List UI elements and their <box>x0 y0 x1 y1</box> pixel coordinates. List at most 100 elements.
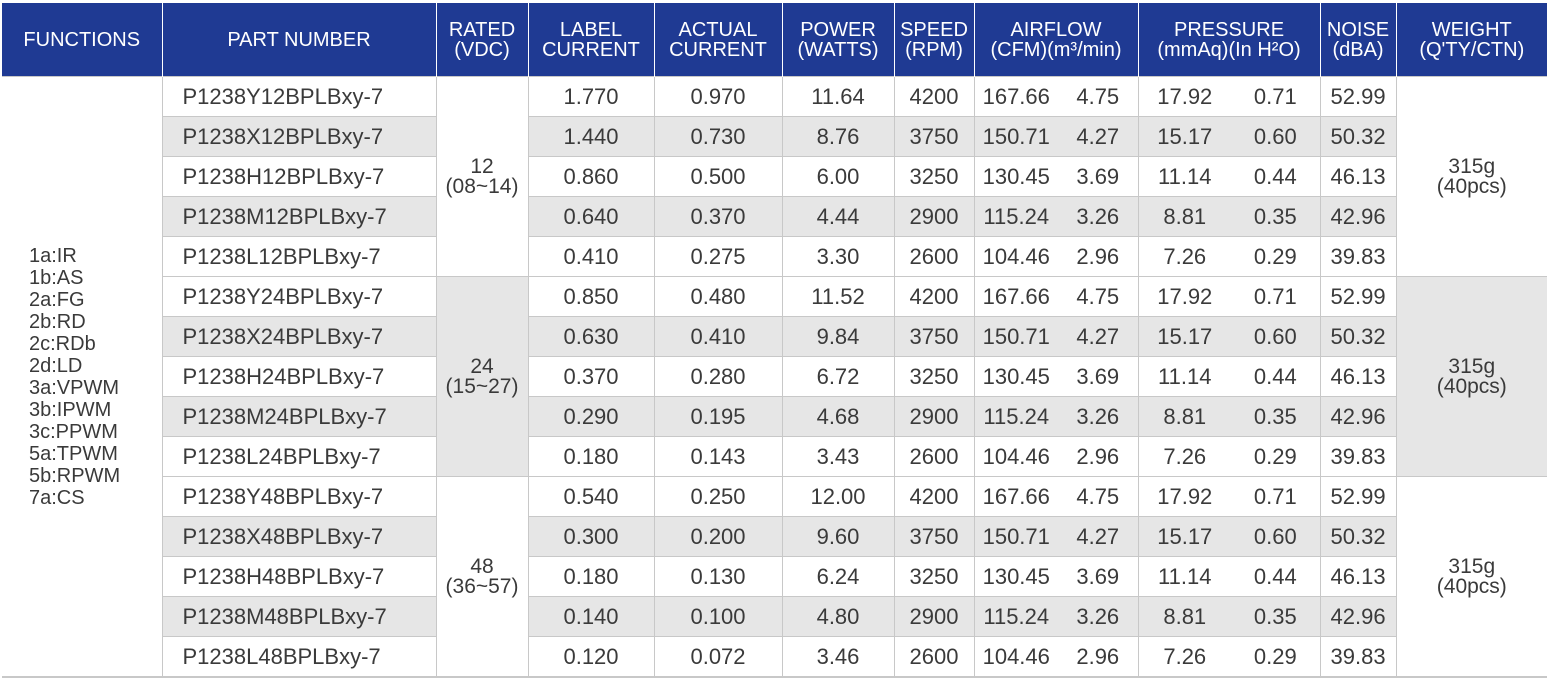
label-current-cell: 0.300 <box>527 516 654 557</box>
pressure-mmaq-cell: 11.14 <box>1137 556 1232 597</box>
speed-cell: 3750 <box>893 516 974 557</box>
power-cell: 8.76 <box>781 116 894 157</box>
pressure-mmaq-cell: 7.26 <box>1137 436 1232 477</box>
airflow-cfm-cell: 115.24 <box>973 596 1058 637</box>
table-row: P1238L12BPLBxy-7 0.410 0.275 3.30 2600 104.46… <box>2 236 1547 277</box>
airflow-cfm-cell: 115.24 <box>973 196 1058 237</box>
pressure-mmaq-cell: 17.92 <box>1137 76 1232 117</box>
part-number-cell: P1238L12BPLBxy-7 <box>161 236 436 277</box>
power-cell: 3.43 <box>781 436 894 477</box>
carton-quantity: (40pcs) <box>1436 174 1507 198</box>
label-current-cell: 0.850 <box>527 276 654 317</box>
power-cell: 4.68 <box>781 396 894 437</box>
pressure-inh2o-cell: 0.35 <box>1231 596 1321 637</box>
table-row: P1238M12BPLBxy-7 0.640 0.370 4.44 2900 115.24… <box>2 196 1547 237</box>
airflow-m3min-cell: 4.75 <box>1058 276 1139 317</box>
noise-cell: 52.99 <box>1319 76 1397 117</box>
actual-current-cell: 0.200 <box>653 516 782 557</box>
actual-current-cell: 0.370 <box>653 196 782 237</box>
actual-current-cell: 0.130 <box>653 556 782 597</box>
power-cell: 12.00 <box>781 476 894 517</box>
table-row: P1238X24BPLBxy-7 0.630 0.410 9.84 3750 150.71… <box>2 316 1547 357</box>
airflow-m3min-cell: 4.75 <box>1058 76 1139 117</box>
airflow-m3min-cell: 4.75 <box>1058 476 1139 517</box>
part-number-cell: P1238X48BPLBxy-7 <box>161 516 436 557</box>
rated-voltage-cell: 48 (36~57) <box>435 476 528 676</box>
speed-cell: 2600 <box>893 236 974 277</box>
label-current-cell: 0.180 <box>527 436 654 477</box>
speed-cell: 2600 <box>893 636 974 676</box>
table-row: P1238L24BPLBxy-7 0.180 0.143 3.43 2600 104.46… <box>2 436 1547 477</box>
pressure-inh2o-cell: 0.44 <box>1231 556 1321 597</box>
noise-cell: 52.99 <box>1319 476 1397 517</box>
header-part-number: PART NUMBER <box>161 3 436 77</box>
actual-current-cell: 0.250 <box>653 476 782 517</box>
rated-voltage-cell: 12 (08~14) <box>435 76 528 277</box>
header-actual-current: ACTUAL CURRENT <box>653 3 782 77</box>
noise-cell: 39.83 <box>1319 636 1397 676</box>
pressure-mmaq-cell: 15.17 <box>1137 116 1232 157</box>
rated-voltage-value: 12 <box>470 154 494 178</box>
speed-cell: 3750 <box>893 316 974 357</box>
pressure-inh2o-cell: 0.71 <box>1231 76 1321 117</box>
speed-cell: 2900 <box>893 196 974 237</box>
part-number-cell: P1238M12BPLBxy-7 <box>161 196 436 237</box>
label-current-cell: 0.860 <box>527 156 654 197</box>
header-power: POWER (WATTS) <box>781 3 894 77</box>
airflow-cfm-cell: 104.46 <box>973 236 1058 277</box>
part-number-cell: P1238Y12BPLBxy-7 <box>161 76 436 117</box>
actual-current-cell: 0.410 <box>653 316 782 357</box>
airflow-cfm-cell: 130.45 <box>973 556 1058 597</box>
power-cell: 11.52 <box>781 276 894 317</box>
airflow-cfm-cell: 167.66 <box>973 276 1058 317</box>
pressure-inh2o-cell: 0.35 <box>1231 196 1321 237</box>
part-number-cell: P1238L48BPLBxy-7 <box>161 636 436 676</box>
table-row: P1238L48BPLBxy-7 0.120 0.072 3.46 2600 104.46… <box>2 636 1547 676</box>
speed-cell: 2600 <box>893 436 974 477</box>
pressure-inh2o-cell: 0.29 <box>1231 236 1321 277</box>
noise-cell: 42.96 <box>1319 396 1397 437</box>
airflow-cfm-cell: 150.71 <box>973 116 1058 157</box>
label-current-cell: 0.370 <box>527 356 654 397</box>
pressure-mmaq-cell: 8.81 <box>1137 596 1232 637</box>
header-functions: FUNCTIONS <box>2 3 162 77</box>
actual-current-cell: 0.500 <box>653 156 782 197</box>
weight-value: 315g <box>1448 354 1496 378</box>
label-current-cell: 0.630 <box>527 316 654 357</box>
noise-cell: 42.96 <box>1319 196 1397 237</box>
rated-voltage-range: (08~14) <box>445 174 519 198</box>
airflow-m3min-cell: 3.69 <box>1058 356 1139 397</box>
function-item: 7a:CS <box>29 486 85 509</box>
part-number-cell: P1238X24BPLBxy-7 <box>161 316 436 357</box>
speed-cell: 3250 <box>893 156 974 197</box>
airflow-cfm-cell: 150.71 <box>973 516 1058 557</box>
pressure-inh2o-cell: 0.71 <box>1231 476 1321 517</box>
label-current-cell: 1.770 <box>527 76 654 117</box>
airflow-m3min-cell: 2.96 <box>1058 236 1139 277</box>
airflow-m3min-cell: 4.27 <box>1058 516 1139 557</box>
weight-cell: 315g (40pcs) <box>1395 476 1548 676</box>
pressure-inh2o-cell: 0.29 <box>1231 436 1321 477</box>
weight-cell: 315g (40pcs) <box>1395 76 1548 277</box>
airflow-cfm-cell: 167.66 <box>973 76 1058 117</box>
pressure-inh2o-cell: 0.44 <box>1231 156 1321 197</box>
pressure-inh2o-cell: 0.60 <box>1231 316 1321 357</box>
header-pressure: PRESSURE (mmAq)(In H²O) <box>1137 3 1321 77</box>
airflow-cfm-cell: 167.66 <box>973 476 1058 517</box>
table-row: 1a:IR 1b:AS 2a:FG 2b:RD 2c:RDb 2d:LD 3a:VPWM 3b… <box>2 76 1548 676</box>
function-item: 3c:PPWM <box>29 420 118 443</box>
rated-voltage-range: (36~57) <box>445 574 519 598</box>
part-number-cell: P1238Y24BPLBxy-7 <box>161 276 436 317</box>
airflow-cfm-cell: 104.46 <box>973 636 1058 676</box>
actual-current-cell: 0.730 <box>653 116 782 157</box>
header-rated: RATED (VDC) <box>435 3 528 77</box>
power-cell: 4.44 <box>781 196 894 237</box>
function-item: 3b:IPWM <box>29 398 112 421</box>
part-number-cell: P1238L24BPLBxy-7 <box>161 436 436 477</box>
actual-current-cell: 0.143 <box>653 436 782 477</box>
actual-current-cell: 0.275 <box>653 236 782 277</box>
weight-cell: 315g (40pcs) <box>1395 276 1548 477</box>
function-item: 2b:RD <box>29 310 86 333</box>
table-row: P1238X48BPLBxy-7 0.300 0.200 9.60 3750 150.71… <box>2 516 1547 557</box>
airflow-m3min-cell: 4.27 <box>1058 116 1139 157</box>
